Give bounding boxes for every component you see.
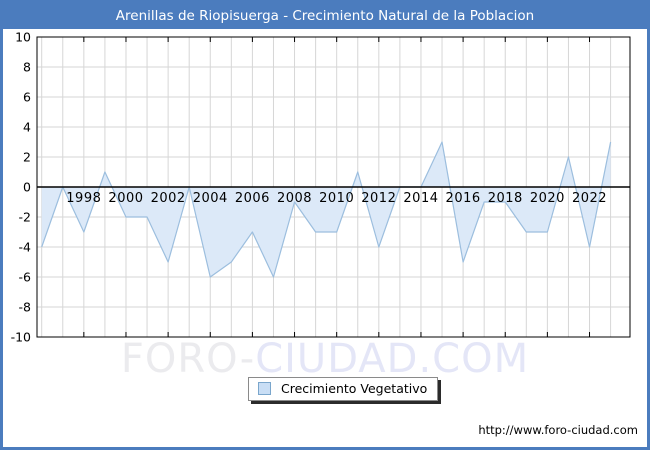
x-tick-label: 2022: [572, 191, 607, 206]
y-tick-label: -10: [11, 330, 31, 345]
x-tick-label: 2012: [361, 191, 396, 206]
y-tick-label: -6: [19, 270, 32, 285]
chart-title: Arenillas de Riopisuerga - Crecimiento N…: [3, 3, 647, 29]
y-tick-label: -8: [19, 300, 32, 315]
y-tick-label: 2: [23, 150, 31, 165]
y-tick-label: -2: [19, 210, 31, 225]
x-tick-label: 2000: [108, 191, 143, 206]
y-tick-label: 8: [23, 60, 31, 75]
x-tick-label: 2018: [488, 191, 523, 206]
x-tick-label: 1998: [66, 191, 101, 206]
y-tick-label: 6: [23, 90, 31, 105]
y-tick-label: 0: [23, 180, 31, 195]
x-tick-label: 2008: [277, 191, 312, 206]
x-tick-label: 2014: [403, 191, 438, 206]
y-tick-label: 4: [23, 120, 31, 135]
plot-border: [36, 36, 631, 338]
x-tick-label: 2020: [530, 191, 565, 206]
x-tick-label: 2016: [446, 191, 481, 206]
area-chart: 1998 2000 2002 2004 2006 2008 2010 2012 2014 2016…: [11, 30, 631, 345]
x-tick-label: 2010: [319, 191, 354, 206]
area-outline: [41, 141, 612, 278]
area-fill: [41, 142, 611, 277]
y-tick-label: 10: [15, 30, 31, 45]
legend-box: Crecimiento Vegetativo: [248, 377, 439, 401]
blue-square-icon: [258, 382, 271, 395]
x-tick-label: 2004: [193, 191, 228, 206]
y-tick-label: -4: [19, 240, 32, 255]
legend-label: Crecimiento Vegetativo: [281, 381, 428, 396]
footer-url: http://www.foro-ciudad.com: [478, 423, 638, 437]
x-tick-label: 2006: [235, 191, 270, 206]
x-tick-label: 2002: [151, 191, 186, 206]
